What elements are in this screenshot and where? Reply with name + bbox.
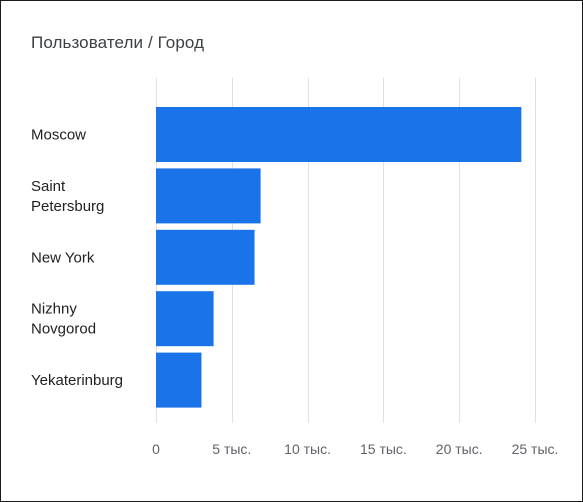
- x-tick-label-0: 0: [152, 441, 160, 457]
- x-tick-label-1: 5 тыс.: [212, 441, 251, 457]
- x-tick-label-5: 25 тыс.: [512, 441, 559, 457]
- category-label-1-line-1: Petersburg: [31, 198, 104, 215]
- bar-2: [156, 229, 255, 285]
- x-tick-label-4: 20 тыс.: [436, 441, 483, 457]
- chart-title: Пользователи / Город: [31, 33, 205, 52]
- category-label-0: Moscow: [31, 127, 86, 144]
- x-tick-label-3: 15 тыс.: [360, 441, 407, 457]
- bar-3: [156, 291, 214, 347]
- x-tick-label-2: 10 тыс.: [284, 441, 331, 457]
- bar-0: [156, 107, 522, 162]
- bar-4: [156, 352, 202, 408]
- category-label-2: New York: [31, 249, 95, 266]
- category-label-4: Yekaterinburg: [31, 372, 123, 389]
- bar-1: [156, 168, 261, 224]
- category-label-3-line-0: Nizhny: [31, 301, 77, 318]
- category-label-3-line-1: Novgorod: [31, 321, 96, 338]
- category-label-1-line-0: Saint: [31, 178, 66, 195]
